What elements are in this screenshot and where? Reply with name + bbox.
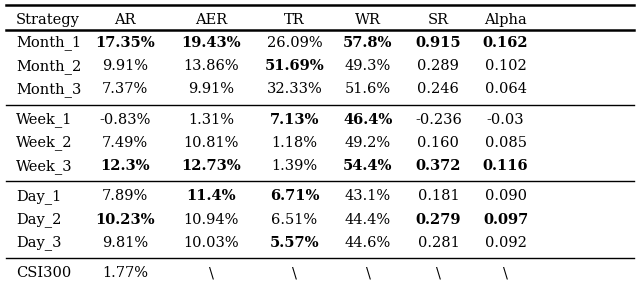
Text: Day_2: Day_2	[16, 212, 61, 227]
Text: 9.81%: 9.81%	[102, 236, 148, 250]
Text: 57.8%: 57.8%	[343, 36, 393, 50]
Text: 43.1%: 43.1%	[345, 189, 391, 203]
Text: 5.57%: 5.57%	[269, 236, 319, 250]
Text: 32.33%: 32.33%	[266, 82, 323, 97]
Text: Week_3: Week_3	[16, 159, 72, 173]
Text: 0.372: 0.372	[415, 159, 461, 173]
Text: 7.89%: 7.89%	[102, 189, 148, 203]
Text: 51.69%: 51.69%	[264, 59, 324, 73]
Text: Week_2: Week_2	[16, 136, 72, 150]
Text: \: \	[209, 266, 214, 280]
Text: 0.181: 0.181	[417, 189, 460, 203]
Text: 49.2%: 49.2%	[345, 136, 391, 150]
Text: 13.86%: 13.86%	[184, 59, 239, 73]
Text: \: \	[365, 266, 371, 280]
Text: Strategy: Strategy	[16, 13, 80, 27]
Text: AER: AER	[195, 13, 227, 27]
Text: 44.4%: 44.4%	[345, 213, 391, 227]
Text: 1.39%: 1.39%	[271, 159, 317, 173]
Text: 0.090: 0.090	[484, 189, 527, 203]
Text: Day_1: Day_1	[16, 189, 61, 204]
Text: \: \	[436, 266, 441, 280]
Text: 10.23%: 10.23%	[95, 213, 155, 227]
Text: 0.116: 0.116	[483, 159, 529, 173]
Text: 0.915: 0.915	[415, 36, 461, 50]
Text: Alpha: Alpha	[484, 13, 527, 27]
Text: 0.279: 0.279	[415, 213, 461, 227]
Text: SR: SR	[428, 13, 449, 27]
Text: 1.18%: 1.18%	[271, 136, 317, 150]
Text: 0.281: 0.281	[417, 236, 460, 250]
Text: 12.3%: 12.3%	[100, 159, 150, 173]
Text: 0.289: 0.289	[417, 59, 460, 73]
Text: 0.102: 0.102	[484, 59, 527, 73]
Text: 19.43%: 19.43%	[181, 36, 241, 50]
Text: 7.49%: 7.49%	[102, 136, 148, 150]
Text: AR: AR	[114, 13, 136, 27]
Text: Month_2: Month_2	[16, 59, 81, 74]
Text: 0.097: 0.097	[483, 213, 528, 227]
Text: -0.83%: -0.83%	[99, 113, 150, 127]
Text: 6.71%: 6.71%	[269, 189, 319, 203]
Text: \: \	[503, 266, 508, 280]
Text: 17.35%: 17.35%	[95, 36, 155, 50]
Text: 7.37%: 7.37%	[102, 82, 148, 97]
Text: 0.160: 0.160	[417, 136, 460, 150]
Text: \: \	[292, 266, 297, 280]
Text: 44.6%: 44.6%	[345, 236, 391, 250]
Text: 51.6%: 51.6%	[345, 82, 391, 97]
Text: 0.246: 0.246	[417, 82, 460, 97]
Text: 46.4%: 46.4%	[343, 113, 393, 127]
Text: Day_3: Day_3	[16, 235, 61, 250]
Text: 11.4%: 11.4%	[186, 189, 236, 203]
Text: Month_1: Month_1	[16, 36, 81, 50]
Text: 49.3%: 49.3%	[345, 59, 391, 73]
Text: 10.81%: 10.81%	[184, 136, 239, 150]
Text: 10.94%: 10.94%	[184, 213, 239, 227]
Text: CSI300: CSI300	[16, 266, 71, 280]
Text: 10.03%: 10.03%	[184, 236, 239, 250]
Text: 0.064: 0.064	[484, 82, 527, 97]
Text: 7.13%: 7.13%	[269, 113, 319, 127]
Text: 6.51%: 6.51%	[271, 213, 317, 227]
Text: 0.085: 0.085	[484, 136, 527, 150]
Text: TR: TR	[284, 13, 305, 27]
Text: -0.03: -0.03	[487, 113, 524, 127]
Text: 9.91%: 9.91%	[188, 82, 234, 97]
Text: Week_1: Week_1	[16, 112, 72, 127]
Text: 54.4%: 54.4%	[343, 159, 393, 173]
Text: 1.77%: 1.77%	[102, 266, 148, 280]
Text: Month_3: Month_3	[16, 82, 81, 97]
Text: 0.162: 0.162	[483, 36, 529, 50]
Text: 0.092: 0.092	[484, 236, 527, 250]
Text: 26.09%: 26.09%	[267, 36, 322, 50]
Text: WR: WR	[355, 13, 381, 27]
Text: -0.236: -0.236	[415, 113, 462, 127]
Text: 9.91%: 9.91%	[102, 59, 148, 73]
Text: 1.31%: 1.31%	[188, 113, 234, 127]
Text: 12.73%: 12.73%	[181, 159, 241, 173]
